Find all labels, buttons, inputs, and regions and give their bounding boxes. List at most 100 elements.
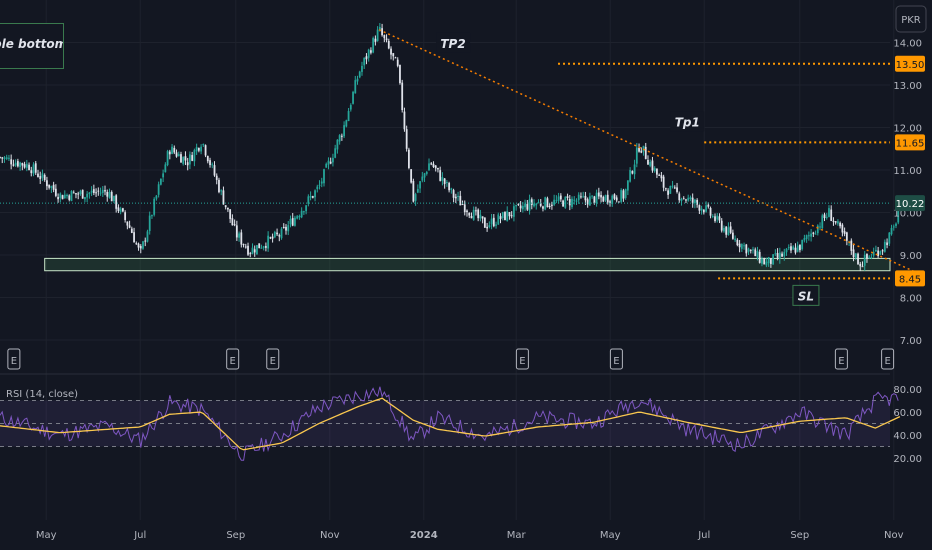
rsi-tick-label: 60.00 <box>893 408 922 419</box>
earnings-marker[interactable]: E <box>515 348 529 370</box>
candle-body <box>483 217 486 228</box>
candle-body <box>273 231 276 238</box>
svg-text:11.65: 11.65 <box>896 138 925 149</box>
candle-body <box>828 208 830 217</box>
candle-body <box>649 161 652 166</box>
candle-body <box>285 226 287 231</box>
candle-body <box>720 220 723 231</box>
earnings-marker[interactable]: E <box>266 348 280 370</box>
candle-body <box>667 190 669 195</box>
candle-body <box>792 246 795 250</box>
candle-body <box>729 226 732 233</box>
earnings-marker[interactable]: E <box>609 348 623 370</box>
candle-body <box>231 218 234 226</box>
candle-body <box>381 28 383 36</box>
trendline <box>378 29 916 273</box>
candle-body <box>533 203 535 207</box>
candle-body <box>694 199 696 204</box>
candle-body <box>25 163 28 168</box>
candle-body <box>249 253 252 255</box>
candle-body <box>184 156 187 161</box>
currency-button[interactable]: PKR <box>895 5 927 33</box>
candle-body <box>84 197 86 200</box>
candle-body <box>280 228 283 239</box>
candle-body <box>414 194 417 201</box>
candle-body <box>881 250 884 252</box>
candle-body <box>370 50 372 53</box>
candle-body <box>16 161 19 167</box>
pattern-annotation: ble bottom <box>0 23 64 69</box>
svg-text:E: E <box>11 356 17 367</box>
candle-body <box>680 199 683 201</box>
candle-body <box>41 173 44 178</box>
earnings-marker[interactable]: E <box>881 348 895 370</box>
candle-body <box>816 225 819 234</box>
earnings-marker[interactable]: E <box>226 348 240 370</box>
gridlines <box>0 0 895 520</box>
candle-body <box>519 205 522 209</box>
level-badge-sl: 8.45 <box>895 270 925 287</box>
time-axis[interactable]: May Jul Sep Nov 2024 Mar May Jul Sep Nov <box>36 530 904 541</box>
candle-body <box>175 152 178 157</box>
candle-body <box>582 196 585 198</box>
candle-body <box>470 216 473 219</box>
earnings-marker[interactable]: E <box>7 348 21 370</box>
candle-body <box>327 160 330 165</box>
candle-body <box>30 170 33 174</box>
time-tick-label: Jul <box>133 530 146 541</box>
candle-body <box>796 245 799 252</box>
candle-body <box>1 157 4 159</box>
candle-body <box>128 225 131 228</box>
candle-body <box>890 227 893 235</box>
candle-body <box>3 157 6 159</box>
candle-body <box>97 190 100 192</box>
candle-body <box>736 239 739 246</box>
candle-body <box>859 263 862 267</box>
candle-body <box>148 215 151 231</box>
candle-body <box>638 147 640 152</box>
candle-body <box>374 38 377 42</box>
candle-body <box>564 196 567 208</box>
candle-body <box>508 212 511 217</box>
rsi-tick-label: 80.00 <box>893 385 922 396</box>
candle-body <box>278 235 281 237</box>
candle-body <box>99 192 102 194</box>
price-axis[interactable]: 14.00 13.00 12.00 11.00 10.00 9.00 8.00 7.00 80.… <box>893 5 927 465</box>
candle-body <box>110 191 113 202</box>
time-tick-label: Nov <box>884 530 904 541</box>
candle-body <box>238 233 240 238</box>
candle-body <box>839 222 842 227</box>
candle-body <box>718 216 721 221</box>
candle-body <box>403 111 406 130</box>
candle-body <box>472 209 475 220</box>
price-tick-label: 9.00 <box>900 251 922 262</box>
candle-body <box>117 207 120 212</box>
candle-body <box>488 225 491 228</box>
candle-body <box>676 187 678 192</box>
candle-body <box>495 224 497 226</box>
time-tick-label: May <box>600 530 621 541</box>
candle-body <box>242 244 245 246</box>
candle-body <box>28 164 30 171</box>
candle-body <box>361 65 363 72</box>
candle-body <box>546 198 549 208</box>
candle-body <box>294 217 296 226</box>
candle-body <box>157 184 160 195</box>
candle-body <box>642 145 645 152</box>
candle-body <box>691 197 694 203</box>
candle-body <box>475 210 477 212</box>
price-tick-label: 12.00 <box>893 124 922 135</box>
earnings-marker[interactable]: E <box>834 348 848 370</box>
candle-body <box>591 195 594 197</box>
candle-body <box>421 176 424 181</box>
candle-body <box>758 251 761 263</box>
candle-body <box>61 195 64 200</box>
last-price-badge: 10.22 <box>895 195 925 212</box>
candle-body <box>264 246 267 248</box>
candle-body <box>807 235 810 237</box>
candle-body <box>443 178 446 184</box>
candle-body <box>345 120 348 127</box>
candle-body <box>164 164 167 173</box>
